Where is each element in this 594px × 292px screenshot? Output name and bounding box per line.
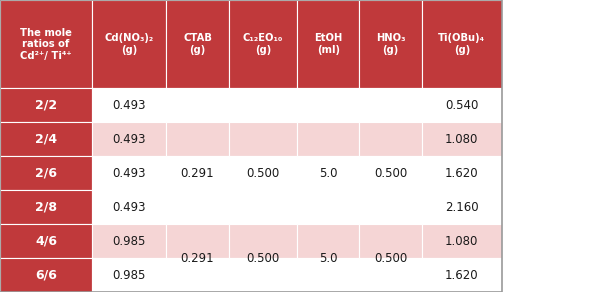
Text: 6/6: 6/6: [35, 269, 57, 281]
Bar: [166, 156, 229, 190]
Bar: [297, 224, 359, 258]
Text: Ti(OBu)₄
(g): Ti(OBu)₄ (g): [438, 34, 485, 55]
Bar: [92, 258, 166, 292]
Text: 0.500: 0.500: [247, 252, 279, 265]
Bar: [92, 156, 166, 190]
Bar: [166, 258, 229, 292]
Bar: [0, 190, 92, 224]
Bar: [422, 258, 502, 292]
Text: 0.985: 0.985: [112, 234, 146, 248]
Text: 0.540: 0.540: [445, 99, 479, 112]
Bar: [297, 190, 359, 224]
Text: 5.0: 5.0: [319, 252, 337, 265]
Text: 4/6: 4/6: [35, 234, 57, 248]
Bar: [359, 0, 422, 88]
Bar: [0, 0, 92, 88]
Bar: [297, 88, 359, 122]
Bar: [92, 88, 166, 122]
Bar: [0, 88, 92, 122]
Text: 0.493: 0.493: [112, 99, 146, 112]
Text: 2/4: 2/4: [35, 133, 57, 146]
Text: 0.500: 0.500: [374, 252, 407, 265]
Bar: [0, 258, 92, 292]
Text: HNO₃
(g): HNO₃ (g): [376, 34, 405, 55]
Bar: [166, 122, 229, 156]
Text: 0.493: 0.493: [112, 133, 146, 146]
Bar: [422, 122, 502, 156]
Bar: [297, 258, 359, 292]
Text: 2.160: 2.160: [445, 201, 479, 214]
Text: Cd(NO₃)₂
(g): Cd(NO₃)₂ (g): [105, 34, 154, 55]
Text: 0.493: 0.493: [112, 167, 146, 180]
Bar: [0, 156, 92, 190]
Bar: [92, 122, 166, 156]
Text: 0.493: 0.493: [112, 201, 146, 214]
Bar: [229, 122, 297, 156]
Bar: [92, 0, 166, 88]
Text: 1.620: 1.620: [445, 167, 479, 180]
Text: The mole
ratios of
Cd²⁺/ Ti⁴⁺: The mole ratios of Cd²⁺/ Ti⁴⁺: [20, 28, 72, 61]
Text: 5.0: 5.0: [319, 167, 337, 180]
Bar: [0, 122, 92, 156]
Text: EtOH
(ml): EtOH (ml): [314, 34, 342, 55]
Bar: [297, 122, 359, 156]
Bar: [359, 190, 422, 224]
Bar: [92, 190, 166, 224]
Bar: [0, 224, 92, 258]
Bar: [166, 190, 229, 224]
Bar: [422, 224, 502, 258]
Bar: [297, 0, 359, 88]
Text: CTAB
(g): CTAB (g): [183, 34, 212, 55]
Bar: [229, 88, 297, 122]
Bar: [359, 258, 422, 292]
Bar: [0, 0, 502, 292]
Text: 0.291: 0.291: [181, 252, 214, 265]
Text: 2/6: 2/6: [35, 167, 57, 180]
Text: 0.500: 0.500: [247, 167, 279, 180]
Bar: [359, 88, 422, 122]
Text: 2/2: 2/2: [35, 99, 57, 112]
Bar: [229, 224, 297, 258]
Bar: [229, 190, 297, 224]
Bar: [166, 0, 229, 88]
Text: 0.291: 0.291: [181, 167, 214, 180]
Bar: [422, 156, 502, 190]
Bar: [422, 190, 502, 224]
Bar: [229, 156, 297, 190]
Bar: [359, 156, 422, 190]
Text: 1.080: 1.080: [445, 234, 479, 248]
Text: 1.080: 1.080: [445, 133, 479, 146]
Bar: [422, 88, 502, 122]
Text: 1.620: 1.620: [445, 269, 479, 281]
Text: 2/8: 2/8: [35, 201, 57, 214]
Bar: [92, 224, 166, 258]
Bar: [229, 258, 297, 292]
Bar: [359, 224, 422, 258]
Bar: [166, 88, 229, 122]
Bar: [166, 224, 229, 258]
Bar: [359, 122, 422, 156]
Bar: [297, 156, 359, 190]
Bar: [229, 0, 297, 88]
Text: C₁₂EO₁₀
(g): C₁₂EO₁₀ (g): [243, 34, 283, 55]
Text: 0.500: 0.500: [374, 167, 407, 180]
Bar: [422, 0, 502, 88]
Text: 0.985: 0.985: [112, 269, 146, 281]
